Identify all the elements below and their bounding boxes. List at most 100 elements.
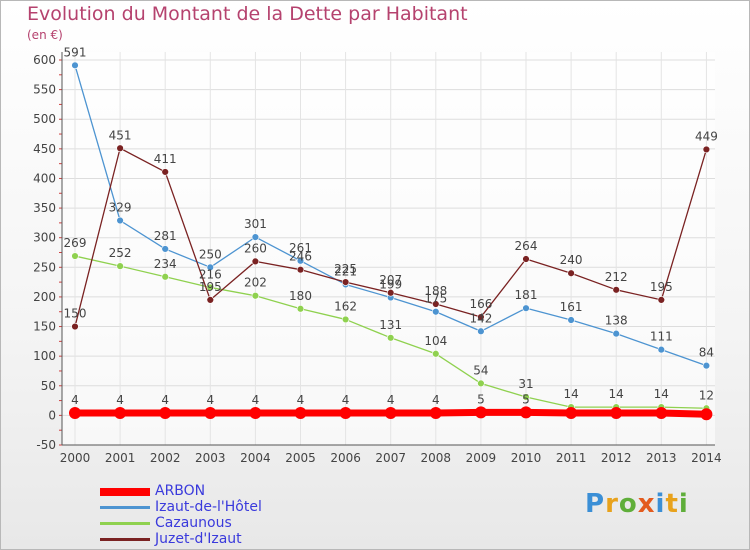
data-label: 301 bbox=[244, 217, 267, 231]
data-label: 4 bbox=[387, 393, 395, 407]
x-tick-label: 2006 bbox=[330, 451, 361, 465]
data-point bbox=[161, 273, 169, 281]
x-tick-label: 2000 bbox=[60, 451, 91, 465]
data-point bbox=[387, 289, 395, 297]
data-label: 31 bbox=[518, 377, 533, 391]
data-point bbox=[477, 379, 485, 388]
y-tick-label: 150 bbox=[33, 320, 56, 334]
data-point bbox=[341, 278, 350, 286]
legend-swatch bbox=[100, 538, 150, 541]
y-tick-label: 550 bbox=[33, 83, 56, 97]
legend-label: Juzet-d'Izaut bbox=[155, 531, 242, 547]
data-point bbox=[610, 407, 623, 420]
data-label: 104 bbox=[424, 334, 447, 348]
data-label: 4 bbox=[71, 393, 79, 407]
legend-swatch bbox=[100, 522, 150, 525]
data-point bbox=[296, 305, 305, 313]
data-point bbox=[522, 393, 530, 401]
data-point bbox=[384, 407, 397, 420]
data-label: 150 bbox=[64, 307, 87, 321]
data-label: 195 bbox=[650, 280, 673, 294]
chart-title: Evolution du Montant de la Dette par Hab… bbox=[27, 3, 468, 25]
data-label: 4 bbox=[206, 393, 214, 407]
data-point bbox=[116, 144, 124, 152]
data-label: 4 bbox=[252, 393, 260, 407]
y-tick-label: 0 bbox=[48, 408, 56, 422]
data-point bbox=[71, 322, 79, 331]
data-label: 12 bbox=[699, 388, 714, 402]
x-tick-label: 2014 bbox=[691, 451, 722, 465]
data-point bbox=[69, 407, 81, 420]
y-tick-label: 200 bbox=[33, 290, 56, 304]
y-tick-label: 500 bbox=[33, 112, 56, 126]
plot-area bbox=[62, 52, 715, 445]
data-point bbox=[520, 406, 532, 419]
data-label: 111 bbox=[650, 330, 673, 344]
data-label: 142 bbox=[469, 311, 492, 325]
data-point bbox=[206, 296, 215, 304]
x-tick-label: 2013 bbox=[646, 451, 677, 465]
data-point bbox=[206, 283, 215, 292]
data-label: 246 bbox=[289, 250, 312, 264]
data-label: 329 bbox=[109, 201, 132, 215]
y-tick-label: 350 bbox=[33, 201, 56, 215]
data-label: 212 bbox=[605, 270, 628, 284]
x-tick-label: 2003 bbox=[195, 451, 226, 465]
data-label: 234 bbox=[154, 257, 177, 271]
legend-swatch bbox=[100, 488, 150, 496]
data-label: 250 bbox=[199, 247, 222, 261]
data-point bbox=[477, 313, 485, 321]
x-tick-label: 2008 bbox=[421, 451, 452, 465]
data-label: 181 bbox=[515, 288, 538, 302]
data-point bbox=[159, 407, 172, 420]
data-label: 269 bbox=[64, 236, 87, 250]
data-point bbox=[294, 407, 307, 420]
data-label: 260 bbox=[244, 241, 267, 255]
data-label: 4 bbox=[342, 393, 350, 407]
x-tick-label: 2010 bbox=[511, 451, 542, 465]
data-point bbox=[612, 329, 620, 338]
data-label: 264 bbox=[515, 239, 538, 253]
data-point bbox=[612, 286, 620, 294]
data-label: 449 bbox=[695, 129, 718, 143]
data-label: 240 bbox=[560, 253, 583, 267]
data-point bbox=[655, 407, 668, 420]
data-point bbox=[657, 345, 665, 354]
data-point bbox=[387, 334, 395, 342]
data-point bbox=[432, 308, 440, 316]
data-point bbox=[567, 269, 575, 277]
data-label: 14 bbox=[609, 387, 624, 401]
legend-label: Cazaunous bbox=[155, 515, 232, 531]
data-label: 261 bbox=[289, 241, 312, 255]
data-label: 252 bbox=[109, 246, 132, 260]
data-label: 4 bbox=[432, 393, 440, 407]
y-tick-label: 300 bbox=[33, 231, 56, 245]
data-point bbox=[116, 216, 124, 225]
y-tick-label: 450 bbox=[33, 142, 56, 156]
data-label: 225 bbox=[334, 262, 357, 276]
data-point bbox=[432, 350, 440, 358]
x-tick-label: 2007 bbox=[375, 451, 406, 465]
legend-label: ARBON bbox=[155, 483, 206, 499]
data-point bbox=[429, 407, 442, 420]
data-label: 175 bbox=[424, 292, 447, 306]
data-label: 4 bbox=[297, 393, 305, 407]
data-label: 4 bbox=[116, 393, 124, 407]
data-point bbox=[296, 257, 305, 265]
x-tick-label: 2005 bbox=[285, 451, 316, 465]
data-label: 216 bbox=[199, 267, 222, 281]
y-tick-label: 50 bbox=[41, 379, 56, 393]
data-label: 131 bbox=[379, 318, 402, 332]
data-label: 199 bbox=[379, 278, 402, 292]
legend-swatch bbox=[100, 506, 150, 509]
data-point bbox=[251, 257, 260, 266]
y-tick-label: 400 bbox=[33, 171, 56, 185]
data-point bbox=[702, 361, 711, 370]
data-point bbox=[116, 262, 124, 270]
data-label: 4 bbox=[161, 393, 169, 407]
data-label: 14 bbox=[654, 387, 669, 401]
data-label: 207 bbox=[379, 273, 402, 287]
data-point bbox=[565, 407, 578, 420]
data-label: 54 bbox=[473, 363, 488, 377]
data-point bbox=[477, 327, 485, 335]
